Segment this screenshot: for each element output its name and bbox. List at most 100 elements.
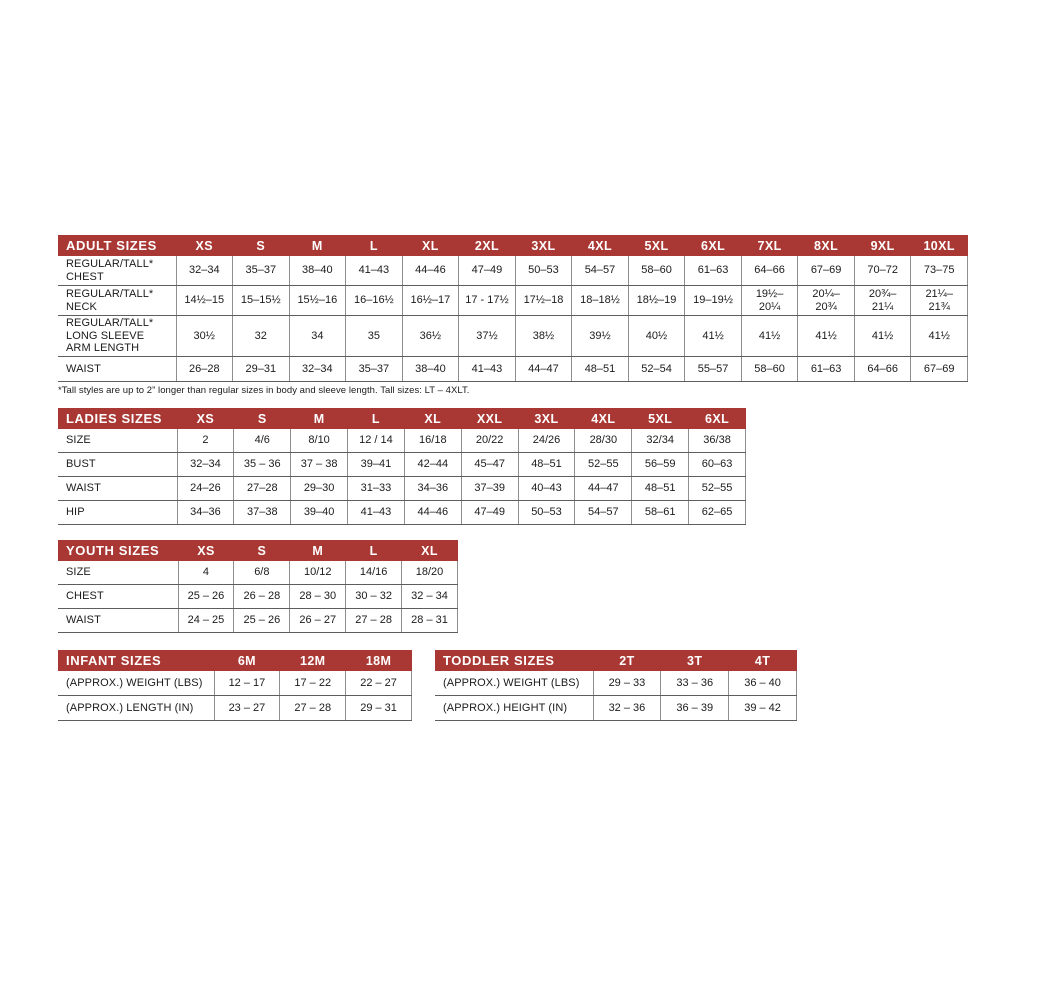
cell: 58–60 xyxy=(740,356,798,382)
cell: 56–59 xyxy=(631,452,689,477)
table-row: REGULAR/TALL* NECK 14½–15 15–15½ 15½–16 … xyxy=(58,285,968,316)
cell: 32 – 36 xyxy=(592,695,661,721)
cell: 12 – 17 xyxy=(213,671,280,696)
cell: 37 – 38 xyxy=(290,452,348,477)
cell: 31–33 xyxy=(347,476,405,501)
cell: 36 – 40 xyxy=(728,671,797,696)
cell: 22 – 27 xyxy=(345,671,412,696)
youth-col-xs: XS xyxy=(178,540,234,561)
cell: 18–18½ xyxy=(571,285,629,316)
adult-sizes-table: ADULT SIZES XS S M L XL 2XL 3XL 4XL 5XL … xyxy=(58,235,968,382)
cell: 17½–18 xyxy=(514,285,572,316)
adult-col-4xl: 4XL xyxy=(571,235,629,256)
cell: 52–55 xyxy=(574,452,632,477)
cell: 41½ xyxy=(684,315,742,357)
cell: 2 xyxy=(176,429,234,453)
cell: 39 – 42 xyxy=(728,695,797,721)
cell: 44–46 xyxy=(403,500,462,525)
infant-col-6m: 6M xyxy=(214,650,280,671)
cell: 40–43 xyxy=(517,476,575,501)
cell: 67–69 xyxy=(797,256,855,286)
adult-col-10xl: 10XL xyxy=(910,235,968,256)
ladies-sizes-table: LADIES SIZES XS S M L XL XXL 3XL 4XL 5XL… xyxy=(58,408,746,525)
table-row: WAIST 24–26 27–28 29–30 31–33 34–36 37–3… xyxy=(58,476,746,501)
youth-col-xl: XL xyxy=(401,540,458,561)
adult-col-2xl: 2XL xyxy=(458,235,516,256)
cell: 24 – 25 xyxy=(177,608,234,633)
cell: 26 – 27 xyxy=(289,608,346,633)
cell: 20¼– 20¾ xyxy=(797,285,855,316)
adult-footnote: *Tall styles are up to 2” longer than re… xyxy=(58,385,470,396)
cell: 35 xyxy=(345,315,403,357)
cell: 40½ xyxy=(627,315,685,357)
youth-row-label-chest: CHEST xyxy=(58,584,178,609)
label-line-2: NECK xyxy=(66,300,97,313)
youth-sizes-table: YOUTH SIZES XS S M L XL SIZE 4 6/8 10/12… xyxy=(58,540,458,633)
table-row: (APPROX.) LENGTH (IN) 23 – 27 27 – 28 29… xyxy=(58,695,412,721)
ladies-col-3xl: 3XL xyxy=(518,408,575,429)
cell: 42–44 xyxy=(403,452,462,477)
cell: 38–40 xyxy=(288,256,346,286)
cell: 29–31 xyxy=(232,356,290,382)
table-row: SIZE 4 6/8 10/12 14/16 18/20 xyxy=(58,561,458,585)
cell: 50–53 xyxy=(517,500,575,525)
cell: 14½–15 xyxy=(175,285,233,316)
label-line-1: REGULAR/TALL* xyxy=(66,257,154,270)
cell: 25 – 26 xyxy=(233,608,290,633)
cell: 64–66 xyxy=(853,356,911,382)
infant-row-label-length: (APPROX.) LENGTH (IN) xyxy=(58,695,214,721)
cell: 36½ xyxy=(401,315,459,357)
table-row: (APPROX.) WEIGHT (LBS) 12 – 17 17 – 22 2… xyxy=(58,671,412,696)
ladies-col-xl: XL xyxy=(404,408,462,429)
ladies-row-label-hip: HIP xyxy=(58,500,177,525)
adult-table-header: ADULT SIZES XS S M L XL 2XL 3XL 4XL 5XL … xyxy=(58,235,968,256)
cell: 38½ xyxy=(514,315,572,357)
cell: 62–65 xyxy=(688,500,746,525)
ladies-sizes-block: LADIES SIZES XS S M L XL XXL 3XL 4XL 5XL… xyxy=(58,408,746,525)
cell: 50–53 xyxy=(514,256,572,286)
cell: 54–57 xyxy=(571,256,629,286)
adult-col-3xl: 3XL xyxy=(515,235,572,256)
table-row: BUST 32–34 35 – 36 37 – 38 39–41 42–44 4… xyxy=(58,452,746,477)
label-line-1: REGULAR/TALL* xyxy=(66,316,154,329)
cell: 30½ xyxy=(175,315,233,357)
cell: 47–49 xyxy=(460,500,519,525)
ladies-col-l: L xyxy=(347,408,405,429)
cell: 41½ xyxy=(853,315,911,357)
cell: 41½ xyxy=(740,315,798,357)
ladies-col-xs: XS xyxy=(177,408,234,429)
infant-row-label-weight: (APPROX.) WEIGHT (LBS) xyxy=(58,671,214,696)
ladies-row-label-size: SIZE xyxy=(58,429,177,453)
cell: 41½ xyxy=(910,315,968,357)
cell: 37–38 xyxy=(233,500,291,525)
cell: 29–30 xyxy=(290,476,348,501)
cell: 14/16 xyxy=(345,561,402,585)
cell: 32/34 xyxy=(631,429,689,453)
youth-col-s: S xyxy=(233,540,290,561)
cell: 60–63 xyxy=(688,452,746,477)
table-row: (APPROX.) HEIGHT (IN) 32 – 36 36 – 39 39… xyxy=(435,695,797,721)
cell: 32–34 xyxy=(176,452,234,477)
adult-col-l: L xyxy=(345,235,403,256)
cell: 32 – 34 xyxy=(401,584,458,609)
cell: 15–15½ xyxy=(232,285,290,316)
toddler-title: TODDLER SIZES xyxy=(435,650,593,671)
adult-sizes-block: ADULT SIZES XS S M L XL 2XL 3XL 4XL 5XL … xyxy=(58,235,968,396)
label-line-2: LONG SLEEVE xyxy=(66,329,145,342)
toddler-sizes-table: TODDLER SIZES 2T 3T 4T (APPROX.) WEIGHT … xyxy=(435,650,797,721)
youth-row-label-waist: WAIST xyxy=(58,608,178,633)
cell: 24–26 xyxy=(176,476,234,501)
cell: 64–66 xyxy=(740,256,798,286)
cell: 35–37 xyxy=(345,356,403,382)
youth-col-l: L xyxy=(345,540,402,561)
adult-row-label-chest: REGULAR/TALL* CHEST xyxy=(58,256,176,286)
table-row: CHEST 25 – 26 26 – 28 28 – 30 30 – 32 32… xyxy=(58,584,458,609)
cell: 19–19½ xyxy=(684,285,742,316)
toddler-row-label-height: (APPROX.) HEIGHT (IN) xyxy=(435,695,593,721)
cell: 67–69 xyxy=(910,356,968,382)
cell: 28/30 xyxy=(574,429,632,453)
toddler-row-label-weight: (APPROX.) WEIGHT (LBS) xyxy=(435,671,593,696)
infant-table-header: INFANT SIZES 6M 12M 18M xyxy=(58,650,412,671)
youth-sizes-block: YOUTH SIZES XS S M L XL SIZE 4 6/8 10/12… xyxy=(58,540,458,633)
